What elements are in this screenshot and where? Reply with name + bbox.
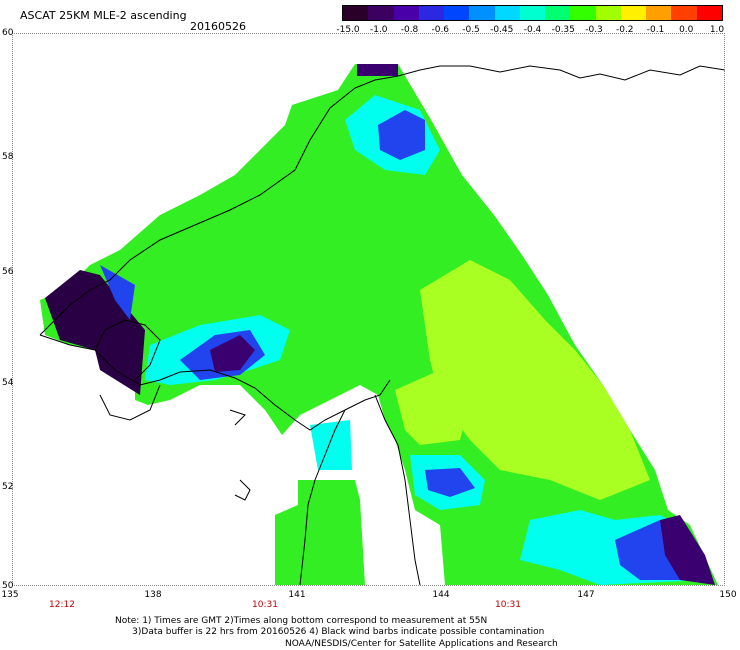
lon-label: 135 xyxy=(1,590,19,600)
color-swatch xyxy=(494,6,520,20)
lat-label: 58 xyxy=(2,152,14,162)
swath-blue-cape xyxy=(100,265,135,320)
time-label: 10:31 xyxy=(252,600,278,610)
lon-label: 138 xyxy=(144,590,162,600)
swath-lime-east xyxy=(395,370,470,445)
map-title: ASCAT 25KM MLE-2 ascending xyxy=(20,9,187,22)
swath-purple-southeast xyxy=(660,515,715,585)
color-scale-label: -0.8 xyxy=(400,25,419,35)
footnote: Note: 1) Times are GMT 2)Times along bot… xyxy=(115,616,544,638)
note-line-2: 3)Data buffer is 22 hrs from 20160526 4)… xyxy=(132,627,545,637)
swath-purple-west xyxy=(210,335,255,372)
lon-label: 147 xyxy=(577,590,595,600)
swath-blue-north xyxy=(378,110,425,160)
coastline-cape xyxy=(94,319,161,381)
color-scale-label: -0.45 xyxy=(490,25,514,35)
color-scale-label: -1.0 xyxy=(369,25,388,35)
swath-lime-region xyxy=(420,260,650,500)
color-swatch xyxy=(469,6,495,20)
plot-frame xyxy=(12,33,725,586)
color-scale-label: 1.0 xyxy=(709,25,725,35)
color-swatch xyxy=(368,6,394,20)
color-swatch xyxy=(519,6,546,20)
coastlines xyxy=(39,65,726,586)
coastline-sakhalin-west xyxy=(299,409,346,586)
lat-label: 60 xyxy=(2,28,14,38)
color-scale-label: 0.0 xyxy=(679,25,694,35)
credit-line: NOAA/NESDIS/Center for Satellite Applica… xyxy=(285,639,558,649)
swath-cyan-channel xyxy=(310,420,352,470)
color-scale-label: -0.3 xyxy=(585,25,603,35)
color-scale-label: -0.5 xyxy=(462,25,480,35)
color-swatch xyxy=(393,6,419,20)
wind-swath xyxy=(40,64,718,585)
color-swatch xyxy=(343,6,369,20)
color-swatch xyxy=(444,6,470,20)
swath-southwest-panel xyxy=(275,480,365,585)
lon-label: 150 xyxy=(719,590,737,600)
swath-purple-north xyxy=(357,64,398,76)
lat-label: 50 xyxy=(2,581,14,591)
lat-label: 52 xyxy=(2,482,14,492)
color-scale-label: -0.6 xyxy=(431,25,450,35)
coastline-mainland xyxy=(39,75,399,336)
lat-label: 56 xyxy=(2,267,14,277)
color-swatch xyxy=(418,6,445,20)
note-line-1: Note: 1) Times are GMT 2)Times along bot… xyxy=(115,616,488,626)
color-swatch xyxy=(620,6,647,20)
color-swatch xyxy=(696,6,722,20)
color-scale-label: -0.4 xyxy=(523,25,542,35)
color-scale-label: -0.35 xyxy=(551,25,575,35)
lat-label: 54 xyxy=(2,378,14,388)
coastline-southwest xyxy=(99,384,161,421)
color-scale-label: -0.2 xyxy=(615,25,634,35)
coastline-north xyxy=(397,65,726,81)
coastline-island2 xyxy=(234,479,251,501)
lon-label: 144 xyxy=(432,590,450,600)
time-label: 10:31 xyxy=(495,600,521,610)
color-swatch xyxy=(545,6,571,20)
color-scale-bar xyxy=(342,5,723,21)
swath-blue-south xyxy=(425,468,475,497)
color-swatch xyxy=(646,6,672,20)
coastline-islands xyxy=(229,409,246,426)
color-scale-label: -0.1 xyxy=(646,25,665,35)
lon-label: 141 xyxy=(288,590,306,600)
coastline-west xyxy=(39,334,391,431)
color-swatch xyxy=(671,6,697,20)
color-swatch xyxy=(595,6,621,20)
coastline-sakhalin-east xyxy=(374,394,421,586)
map-date: 20160526 xyxy=(190,20,246,33)
color-swatch xyxy=(570,6,596,20)
color-scale-label: -15.0 xyxy=(336,25,360,35)
time-label: 12:12 xyxy=(49,600,75,610)
